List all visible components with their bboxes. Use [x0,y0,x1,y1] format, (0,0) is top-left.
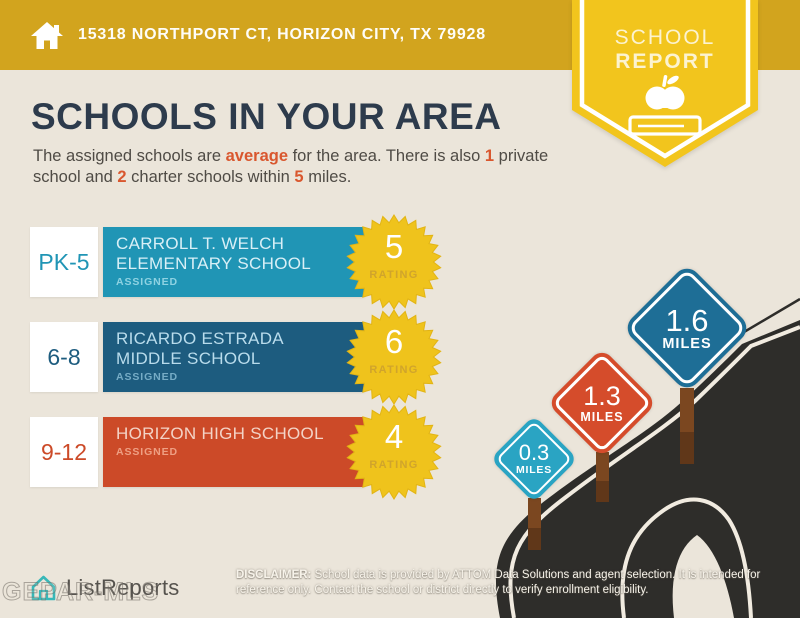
school-row-high: 9-12 HORIZON HIGH SCHOOL ASSIGNED 4 RATI… [30,404,450,500]
disclaimer-label: DISCLAIMER: [236,569,312,581]
school-name-bar: CARROLL T. WELCH ELEMENTARY SCHOOL ASSIG… [103,227,365,297]
school-status: ASSIGNED [116,371,179,383]
sign-post [596,452,609,502]
house-icon [31,575,56,601]
rating-starburst: 5 RATING [346,214,442,310]
sign-post [528,498,541,550]
school-name-line2: MIDDLE SCHOOL [116,349,261,368]
school-name-bar: HORIZON HIGH SCHOOL ASSIGNED [103,417,365,487]
rating-label: RATING [369,269,419,281]
school-name-line1: HORIZON HIGH SCHOOL [116,424,324,443]
grade-range: 9-12 [30,417,98,487]
listreports-logo: ListReports [28,572,179,603]
page-title: SCHOOLS IN YOUR AREA [31,96,502,137]
distance-value: 1.6 [665,302,709,338]
mls-watermark: GEPAR-MLS [1,578,160,607]
distance-sign-1-6-miles: 1.6 MILES [621,262,753,394]
intro-text: The assigned schools are average for the… [33,146,581,188]
rating-label: RATING [369,364,419,376]
intro-seg: The assigned schools are [33,147,226,165]
badge-line1: SCHOOL [614,26,716,49]
school-row-elementary: PK-5 CARROLL T. WELCH ELEMENTARY SCHOOL … [30,214,450,310]
school-status: ASSIGNED [116,446,179,458]
school-name-line2: ELEMENTARY SCHOOL [116,254,311,273]
disclaimer-text: DISCLAIMER: School data is provided by A… [236,568,798,597]
sign-post [680,388,694,464]
intro-emphasis: 5 [294,168,304,186]
rating-value: 4 [384,418,404,455]
intro-emphasis: 1 [484,147,495,165]
badge-line2: REPORT [615,50,715,73]
school-status: ASSIGNED [116,276,179,288]
school-name-line1: CARROLL T. WELCH [116,234,285,253]
home-icon [31,22,63,49]
brand-name: ListReports [66,574,180,600]
distance-value: 0.3 [518,440,550,465]
school-report-badge: SCHOOL REPORT [572,0,758,172]
grade-range: PK-5 [30,227,98,297]
rating-label: RATING [369,459,419,471]
intro-emphasis: average [225,147,289,165]
intro-emphasis: 2 [117,168,127,186]
apple-on-books-icon [628,74,702,136]
rating-value: 5 [384,228,404,265]
school-name-line1: RICARDO ESTRADA [116,329,284,348]
grade-range: 6-8 [30,322,98,392]
distance-unit: MILES [515,464,553,476]
rating-value: 6 [384,323,404,360]
intro-seg: for the area. There is also [288,147,485,165]
distance-unit: MILES [662,335,712,352]
distance-value: 1.3 [583,380,621,411]
distance-unit: MILES [580,409,624,424]
disclaimer-body: School data is provided by ATTOM Data So… [236,569,761,596]
school-row-middle: 6-8 RICARDO ESTRADA MIDDLE SCHOOL ASSIGN… [30,309,450,405]
rating-starburst: 4 RATING [346,404,442,500]
rating-starburst: 6 RATING [346,309,442,405]
intro-seg: private school and [33,147,549,186]
intro-seg: charter schools within [126,168,295,186]
school-name-bar: RICARDO ESTRADA MIDDLE SCHOOL ASSIGNED [103,322,365,392]
intro-seg: miles. [303,168,352,186]
property-address: 15318 NORTHPORT CT, HORIZON CITY, TX 799… [78,26,486,43]
